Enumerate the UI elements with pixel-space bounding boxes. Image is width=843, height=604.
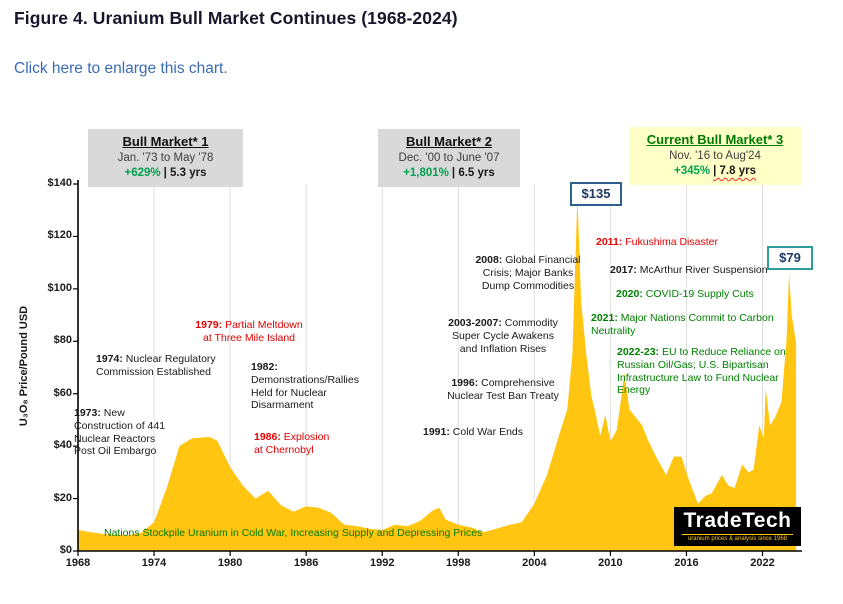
x-axis-tick-label: 1974 <box>141 557 167 569</box>
y-axis-tick-label: $80 <box>53 334 72 347</box>
y-axis-tick-label: $140 <box>47 177 72 189</box>
y-axis-title: U₃O₈ Price/Pound USD <box>18 305 30 427</box>
chart-annotation-ann-1991: 1991: Cold War Ends <box>423 426 523 438</box>
bull-market-1-title: Bull Market* 1 <box>122 134 209 149</box>
y-axis-tick-label: $40 <box>53 439 72 452</box>
price-callout-135: $135 <box>570 182 622 206</box>
chart-annotation-ann-2021: 2021: Major Nations Commit to Carbon Neu… <box>591 312 774 337</box>
enlarge-chart-link[interactable]: Click here to enlarge this chart. <box>14 60 228 77</box>
chart-annotation-ann-1979: 1979: Partial Meltdown at Three Mile Isl… <box>195 319 303 344</box>
figure-title: Figure 4. Uranium Bull Market Continues … <box>14 8 458 28</box>
chart-annotation-ann-2003: 2003-2007: Commodity Super Cycle Awakens… <box>448 317 558 355</box>
chart-annotation-ann-2017: 2017: McArthur River Suspension <box>610 264 768 276</box>
bull-market-3-title: Current Bull Market* 3 <box>646 132 784 147</box>
chart-annotation-ann-2008: 2008: Global Financial Crisis; Major Ban… <box>475 254 581 292</box>
x-axis-tick-label: 1980 <box>217 557 243 569</box>
bull-market-1-stats: +629% | 5.3 yrs <box>94 166 237 182</box>
x-axis-tick-label: 2010 <box>598 557 623 569</box>
chart-annotation-ann-2020: 2020: COVID-19 Supply Cuts <box>616 288 754 300</box>
x-axis-tick-label: 2016 <box>674 557 699 569</box>
bull-market-3-pct: +345% <box>673 165 711 178</box>
price-callout-79: $79 <box>767 246 813 270</box>
x-axis-tick-label: 2022 <box>750 557 775 569</box>
bull-market-2-box: Bull Market* 2 Dec. '00 to June '07 +1,8… <box>378 129 520 187</box>
y-axis-tick-label: $60 <box>53 386 72 399</box>
bull-market-1-pct: +629% <box>124 167 161 180</box>
bull-market-1-duration: | 5.3 yrs <box>163 167 207 180</box>
y-axis-tick-label: $0 <box>59 544 72 556</box>
y-axis-tick-label: $100 <box>47 281 72 294</box>
bull-market-2-title: Bull Market* 2 <box>406 134 492 149</box>
x-axis-tick-label: 1998 <box>446 557 471 569</box>
bull-market-2-duration: | 6.5 yrs <box>451 167 495 180</box>
bull-market-1-box: Bull Market* 1 Jan. '73 to May '78 +629%… <box>88 129 243 187</box>
tradetech-tagline: uranium prices & analysis since 1968 <box>682 534 793 542</box>
cold-war-caption: Nations Stockpile Uranium in Cold War, I… <box>104 527 483 539</box>
chart-annotation-ann-2011: 2011: Fukushima Disaster <box>596 236 718 248</box>
chart-annotation-ann-1996: 1996: Comprehensive Nuclear Test Ban Tre… <box>447 377 559 402</box>
tradetech-logo-text: TradeTech <box>683 509 792 532</box>
chart-annotation-ann-1974: 1974: Nuclear Regulatory Commission Esta… <box>96 353 216 378</box>
bull-market-2-pct: +1,801% <box>403 167 449 180</box>
x-axis-tick-label: 1968 <box>65 557 91 569</box>
chart-annotation-ann-1982: 1982: Demonstrations/Rallies Held for Nu… <box>251 361 359 412</box>
tradetech-logo: TradeTech uranium prices & analysis sinc… <box>674 507 801 546</box>
x-axis-tick-label: 1986 <box>293 557 319 569</box>
bull-market-3-box: Current Bull Market* 3 Nov. '16 to Aug'2… <box>629 127 801 185</box>
chart-annotation-ann-1973: 1973: New Construction of 441 Nuclear Re… <box>74 407 166 458</box>
y-axis-tick-label: $20 <box>53 491 72 504</box>
bull-market-2-stats: +1,801% | 6.5 yrs <box>384 166 514 182</box>
x-axis-tick-label: 1992 <box>369 557 395 569</box>
y-axis-tick-label: $120 <box>47 229 72 242</box>
chart-annotation-ann-2022: 2022-23: EU to Reduce Reliance on Russia… <box>617 346 786 397</box>
bull-market-3-dates: Nov. '16 to Aug'24 <box>669 149 761 162</box>
bull-market-3-stats: +345% | 7.8 yrs <box>635 164 795 180</box>
chart-annotation-ann-1986: 1986: Explosion at Chernobyl <box>254 431 330 456</box>
bull-market-3-duration: | 7.8 yrs <box>713 165 756 178</box>
bull-market-2-dates: Dec. '00 to June '07 <box>398 151 500 164</box>
x-axis-tick-label: 2004 <box>522 557 547 569</box>
bull-market-1-dates: Jan. '73 to May '78 <box>117 151 214 164</box>
